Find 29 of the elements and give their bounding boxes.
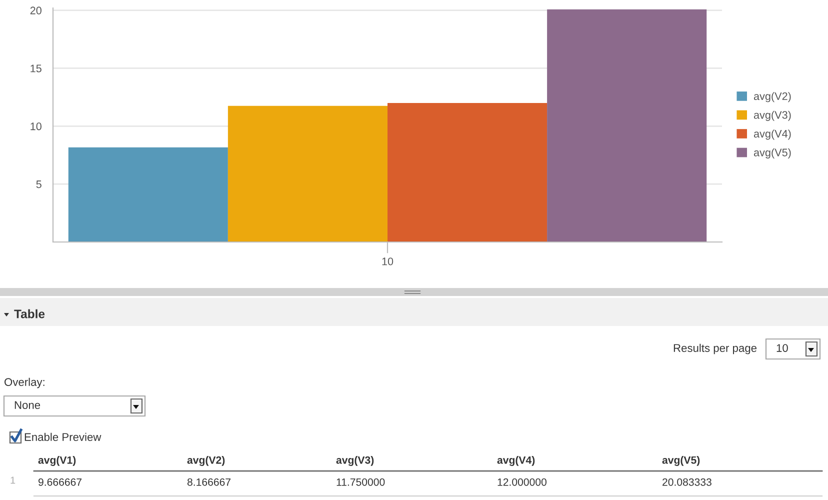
bar [547,9,707,242]
text: Enable Preview [24,432,102,441]
text: Overlay: [4,378,44,388]
bar [68,147,228,242]
y-tick-label: 5 [36,180,42,188]
text: 1 [10,476,16,484]
legend-label: avg(V4) [754,130,791,140]
text: avg(V3) [336,456,374,466]
y-tick-label: 20 [30,6,42,14]
legend-label: avg(V2) [754,92,791,102]
text: avg(V1) [38,456,76,466]
text: avg(V4) [497,456,535,466]
bar [388,102,548,242]
text: None [14,401,40,409]
y-tick-label: 15 [30,64,42,72]
text: 9.666667 [38,478,82,486]
text: Results per page [674,344,757,354]
legend-label: avg(V3) [754,110,791,121]
text: 11.750000 [336,478,385,486]
text: Table [14,309,45,318]
text: 20.083333 [662,478,712,486]
text: 10 [776,344,788,352]
legend-label: avg(V5) [754,148,791,158]
text: 8.166667 [187,478,230,486]
text: avg(V2) [187,456,225,466]
y-tick-label: 10 [30,122,42,130]
text: avg(V5) [662,456,700,466]
text: 12.000000 [498,478,546,486]
bar [228,106,388,242]
